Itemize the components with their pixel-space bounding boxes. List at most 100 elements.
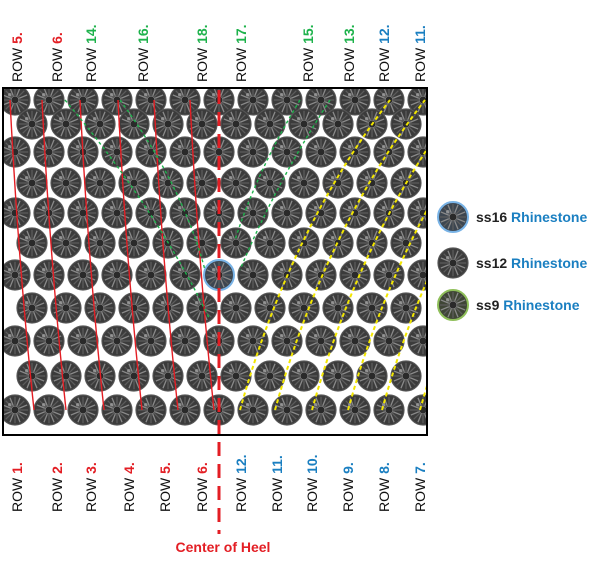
- rhinestone: [271, 88, 303, 116]
- legend-ss9: ss9 Rhinestone: [436, 288, 579, 322]
- legend-ss12: ss12 Rhinestone: [436, 246, 587, 280]
- yellow-row-line: [311, 147, 427, 411]
- row-label: ROW 12.: [376, 24, 392, 82]
- rhinestone: [101, 197, 133, 229]
- rhinestone: [305, 197, 337, 229]
- rhinestone: [305, 325, 337, 357]
- rhinestone: [101, 88, 133, 116]
- rhinestone: [16, 227, 48, 259]
- yellow-row-line: [239, 99, 391, 411]
- rhinestone: [135, 259, 167, 291]
- green-row-line: [234, 99, 301, 241]
- row-label: ROW 8.: [376, 462, 392, 512]
- rhinestone: [339, 88, 371, 116]
- rhinestone: [33, 325, 65, 357]
- rhinestone: [254, 292, 286, 324]
- legend-size-label: ss12: [476, 255, 508, 271]
- row-label: ROW 3.: [83, 462, 99, 512]
- rhinestone: [288, 360, 320, 392]
- ss9-rhinestone-icon: [437, 289, 469, 321]
- rhinestone: [67, 197, 99, 229]
- legend-size-label: ss16: [476, 209, 508, 225]
- rhinestone: [437, 289, 469, 321]
- rhinestone: [135, 394, 167, 426]
- rhinestone: [407, 259, 427, 291]
- rhinestone: [16, 167, 48, 199]
- red-row-line: [79, 99, 105, 411]
- rhinestone: [118, 227, 150, 259]
- top-row-labels: ROW 5. ROW 6. ROW 14. ROW 16. ROW 18. ROW 17.…: [9, 24, 428, 82]
- rhinestone: [16, 108, 48, 140]
- rhinestone: [67, 259, 99, 291]
- rhinestone: [339, 325, 371, 357]
- red-row-line: [9, 99, 35, 411]
- rhinestone: [33, 88, 65, 116]
- rhinestone: [135, 325, 167, 357]
- legend-word-label: Rhinestone: [511, 255, 588, 271]
- row-label: ROW 13.: [341, 24, 357, 82]
- rhinestone: [101, 394, 133, 426]
- row-label: ROW 11.: [412, 25, 428, 82]
- rhinestone: [3, 259, 31, 291]
- rhinestone: [271, 136, 303, 168]
- rhinestone: [50, 227, 82, 259]
- rhinestone: [373, 394, 405, 426]
- row-label: ROW 17.: [233, 24, 249, 82]
- rhinestone: [186, 292, 218, 324]
- row-label: ROW 4.: [121, 462, 137, 512]
- rhinestone: [390, 227, 422, 259]
- rhinestone: [237, 88, 269, 116]
- row-guide-lines: [9, 99, 427, 411]
- rhinestone: [67, 88, 99, 116]
- rhinestone: [118, 360, 150, 392]
- rhinestone: [356, 360, 388, 392]
- rhinestone: [220, 292, 252, 324]
- rhinestone: [322, 292, 354, 324]
- rhinestone: [67, 394, 99, 426]
- row-label: ROW 6.: [194, 462, 210, 512]
- rhinestone: [84, 292, 116, 324]
- row-label: ROW 11.: [269, 455, 285, 512]
- rhinestone: [118, 292, 150, 324]
- rhinestone: [101, 325, 133, 357]
- rhinestone: [84, 167, 116, 199]
- rhinestone: [186, 227, 218, 259]
- rhinestone: [220, 108, 252, 140]
- rhinestone: [118, 167, 150, 199]
- row-label: ROW 14.: [83, 24, 99, 82]
- center-of-heel-label: Center of Heel: [175, 539, 271, 555]
- rhinestone: [50, 360, 82, 392]
- rhinestone: [50, 167, 82, 199]
- rhinestone: [271, 197, 303, 229]
- rhinestone: [169, 394, 201, 426]
- rhinestone: [339, 259, 371, 291]
- rhinestone: [356, 167, 388, 199]
- rhinestone: [67, 325, 99, 357]
- rhinestone: [322, 360, 354, 392]
- rhinestone: [16, 360, 48, 392]
- rhinestone: [50, 292, 82, 324]
- row-label: ROW 7.: [412, 462, 428, 512]
- green-row-line: [64, 99, 211, 321]
- rhinestone: [152, 360, 184, 392]
- rhinestone: [288, 167, 320, 199]
- rhinestone: [33, 136, 65, 168]
- rhinestone: [237, 136, 269, 168]
- rhinestone: [152, 108, 184, 140]
- rhinestone: [135, 136, 167, 168]
- yellow-row-line: [274, 99, 426, 411]
- rhinestone: [237, 394, 269, 426]
- rhinestone: [407, 197, 427, 229]
- rhinestone: [186, 360, 218, 392]
- rhinestone: [339, 197, 371, 229]
- rhinestone: [237, 259, 269, 291]
- legend-word-label: Rhinestone: [511, 209, 588, 225]
- rhinestone: [152, 167, 184, 199]
- rhinestone: [322, 108, 354, 140]
- stone-grid: [3, 88, 427, 426]
- rhinestone: [237, 197, 269, 229]
- rhinestone: [3, 136, 31, 168]
- legend-ss16: ss16 Rhinestone: [436, 200, 587, 234]
- red-row-line: [117, 99, 143, 411]
